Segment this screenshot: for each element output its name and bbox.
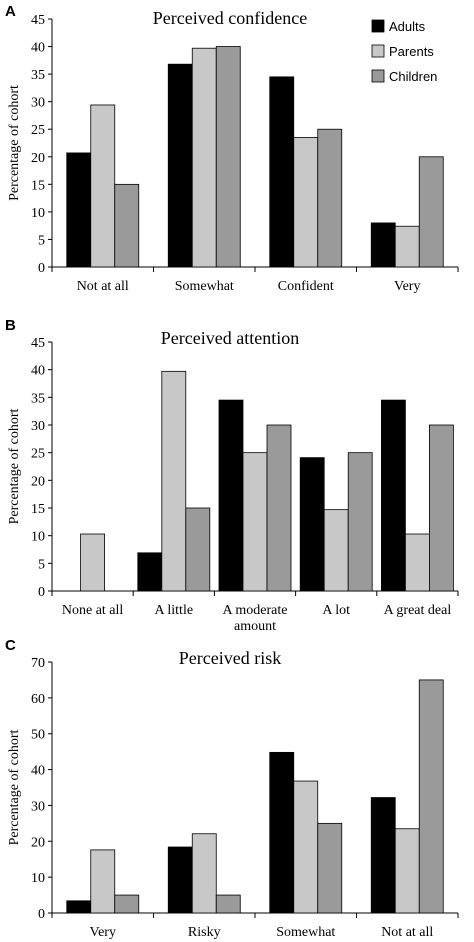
panel-a-ytick-label: 25 [31, 123, 45, 138]
panel-a-ytick-label: 0 [38, 261, 45, 276]
panel-c-ytick-label: 50 [31, 728, 45, 743]
panel-b-letter: B [5, 317, 16, 334]
panel-a-bar-parents [191, 47, 217, 268]
panel-b-bar-parents [80, 533, 105, 592]
panel-b-ylabel: Percentage of cohort [7, 408, 22, 524]
panel-b-ytick-label: 15 [31, 502, 45, 517]
panel-c-ytick-label: 60 [31, 692, 45, 707]
panel-c-title: Perceived risk [179, 648, 281, 668]
panel-a-legend-label-children: Children [389, 69, 437, 84]
panel-a-legend-label-adults: Adults [389, 19, 426, 34]
panel-a-bar-children [317, 128, 343, 268]
panel-b-xtick-label: A great deal [384, 603, 452, 618]
panel-b-xtick-label: A moderate [223, 603, 288, 618]
panel-c-ylabel: Percentage of cohort [7, 729, 22, 845]
panel-b-ytick-label: 5 [38, 557, 45, 572]
panel-b-ytick-label: 25 [31, 447, 45, 462]
panel-a-bar-parents [394, 225, 420, 268]
panel-a-xtick-label: Very [394, 279, 420, 294]
panel-b-bar-adults [299, 457, 325, 592]
panel-b-ytick-label: 10 [31, 530, 45, 545]
panel-a-bar-adults [370, 222, 396, 268]
panel-b-bar-parents [161, 370, 187, 592]
panel-a-bar-parents [90, 104, 116, 268]
panel-c-bar-parents [191, 833, 217, 914]
panel-c-bar-parents [293, 780, 319, 914]
panel-b-bar-parents [242, 452, 268, 592]
panel-a-ytick-label: 10 [31, 206, 45, 221]
panel-b-bar-children [428, 424, 454, 592]
panel-a-legend-label-parents: Parents [389, 44, 434, 59]
panel-b-bar-children [266, 424, 292, 592]
panel-a-bar-parents [293, 137, 319, 268]
panel-b-title: Perceived attention [161, 328, 299, 348]
panel-b-ytick-label: 20 [31, 474, 45, 489]
panel-a-ytick-label: 30 [31, 96, 45, 111]
panel-b-ytick-label: 35 [31, 391, 45, 406]
panel-c-bar-adults [66, 900, 92, 914]
panel-b-xtick-label: None at all [62, 603, 124, 618]
panel-a-ytick-label: 5 [38, 233, 45, 248]
panel-c-ytick-label: 30 [31, 799, 45, 814]
panel-a-bar-adults [269, 76, 295, 268]
panel-c-xtick-label: Not at all [381, 925, 433, 940]
panel-a-xtick-label: Not at all [77, 279, 129, 294]
panel-c-bar-children [114, 894, 140, 914]
panel-b-bar-children [347, 452, 373, 592]
panel-a-legend-swatch-children [371, 69, 385, 83]
panel-a-ytick-label: 35 [31, 68, 45, 83]
panel-b-ytick-label: 30 [31, 419, 45, 434]
panel-b-bar-adults [380, 399, 406, 592]
panel-b-xtick-label: A little [155, 603, 194, 618]
panel-c-bar-children [215, 894, 241, 914]
panel-a-ytick-label: 40 [31, 41, 45, 56]
panel-c-ytick-label: 20 [31, 835, 45, 850]
panel-c-bar-adults [269, 751, 295, 914]
panel-b-ytick-label: 0 [38, 585, 45, 600]
panel-c-bar-children [317, 822, 343, 914]
panel-a-ytick-label: 45 [31, 13, 45, 28]
panel-b-bar-parents [404, 533, 430, 592]
panel-a-xtick-label: Somewhat [175, 279, 234, 294]
panel-a-bar-children [215, 46, 241, 268]
panel-b-bar-adults [137, 552, 163, 592]
panel-a-ylabel: Percentage of cohort [7, 85, 22, 201]
panel-c-bar-parents [394, 828, 420, 914]
panel-b-bar-parents [323, 509, 349, 592]
panel-a-letter: A [5, 3, 16, 20]
panel-b-ytick-label: 45 [31, 336, 45, 351]
panel-b-bar-adults [218, 399, 244, 592]
panel-c-ytick-label: 0 [38, 907, 45, 922]
panel-c-xtick-label: Very [90, 925, 116, 940]
panel-c-ytick-label: 10 [31, 871, 45, 886]
panel-a-legend-swatch-parents [371, 44, 385, 58]
panel-a-bar-adults [167, 63, 193, 268]
panel-c-ytick-label: 70 [31, 656, 45, 671]
panel-c-ytick-label: 40 [31, 764, 45, 779]
panel-b-xtick-label: A lot [322, 603, 350, 618]
panel-b-xtick-label: amount [234, 619, 276, 634]
panel-a-legend-swatch-adults [371, 19, 385, 33]
panel-c-bar-children [418, 679, 444, 914]
panel-a-bar-children [418, 156, 444, 268]
panel-c-bar-adults [370, 797, 396, 914]
panel-a-ytick-label: 15 [31, 178, 45, 193]
panel-c-xtick-label: Risky [188, 925, 221, 940]
panel-b-ytick-label: 40 [31, 364, 45, 379]
panel-c-xtick-label: Somewhat [276, 925, 335, 940]
panel-c-letter: C [5, 637, 16, 654]
panel-a-xtick-label: Confident [278, 279, 334, 294]
panel-a-ytick-label: 20 [31, 151, 45, 166]
panel-a-title: Perceived confidence [153, 8, 307, 28]
panel-c-bar-adults [167, 846, 193, 914]
panel-c-bar-parents [90, 849, 116, 914]
panel-a-bar-children [114, 183, 140, 268]
panel-b-bar-children [185, 507, 211, 592]
panel-a-bar-adults [66, 152, 92, 268]
